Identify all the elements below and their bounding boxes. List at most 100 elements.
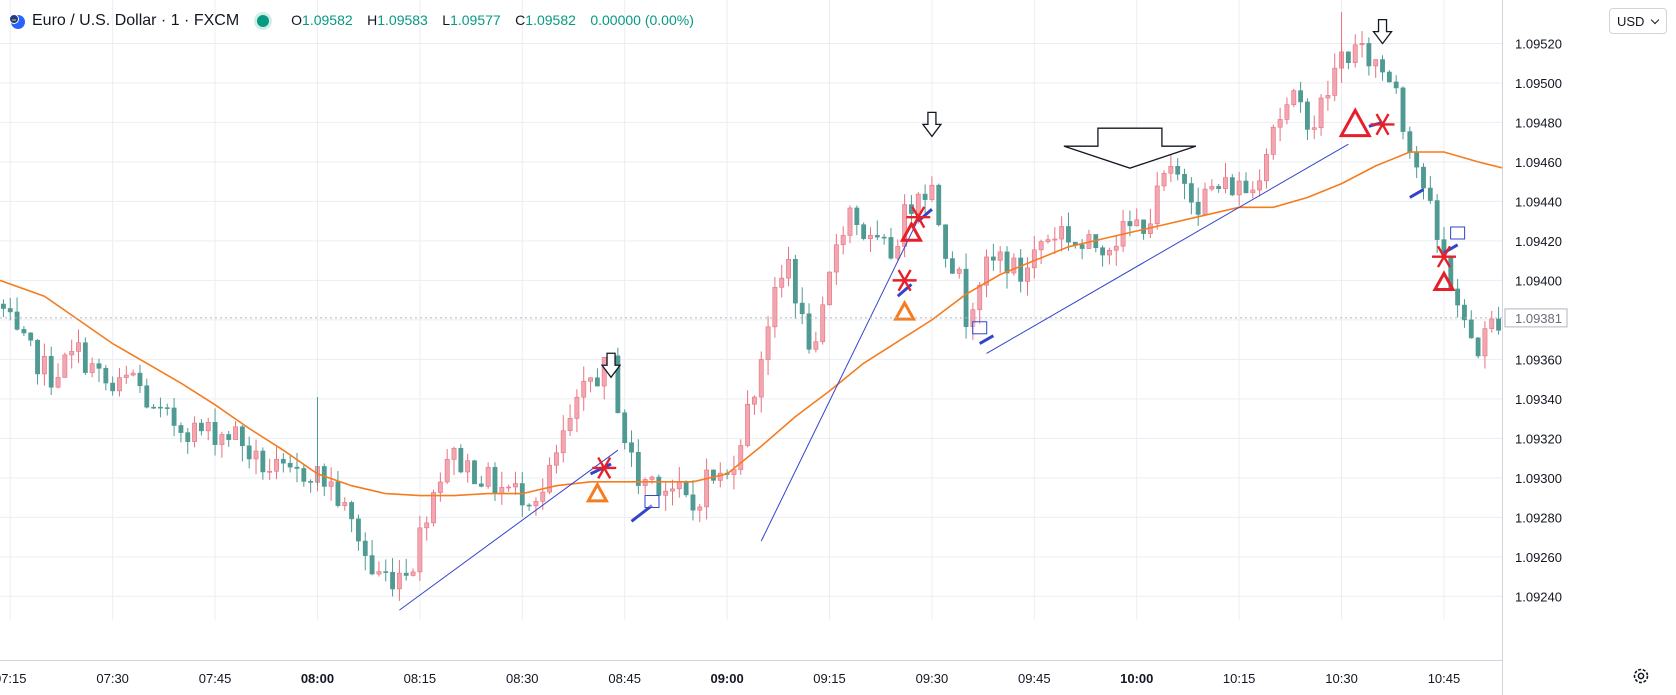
candle-body — [14, 311, 20, 330]
star-marker — [906, 206, 931, 229]
candle-body — [758, 359, 764, 398]
time-tick-label: 08:30 — [506, 671, 539, 686]
candle-body — [158, 406, 163, 409]
down-arrow-icon — [1372, 18, 1393, 45]
candle-body — [1489, 318, 1495, 329]
candle-body — [1141, 219, 1146, 234]
candlestick-series — [0, 11, 1502, 601]
chevron-down-icon — [1650, 15, 1660, 25]
candle-body — [465, 460, 471, 473]
candle-body — [485, 467, 491, 487]
candle-body — [506, 486, 512, 489]
candle-body — [833, 244, 839, 273]
candle-body — [799, 302, 805, 315]
candle-body — [444, 459, 450, 483]
candle-body — [472, 460, 477, 485]
candle-body — [390, 571, 395, 590]
price-tick-label: 1.09460 — [1515, 155, 1562, 170]
candle-body — [977, 284, 983, 311]
price-tick-label: 1.09440 — [1515, 194, 1562, 209]
candle-body — [1359, 43, 1365, 46]
candle-body — [356, 518, 361, 542]
candle-body — [1134, 219, 1140, 227]
candle-body — [731, 469, 737, 475]
candle-body — [588, 377, 593, 382]
triangle-marker — [1432, 270, 1456, 292]
time-tick-label: 07:45 — [199, 671, 232, 686]
candle-body — [458, 447, 464, 473]
candle-body — [1216, 186, 1222, 189]
candle-body — [1455, 288, 1461, 306]
time-tick-label: 09:00 — [710, 671, 743, 686]
candle-body — [533, 501, 539, 507]
candle-body — [1475, 337, 1481, 357]
star-stroke — [1375, 113, 1390, 136]
candle-body — [1325, 95, 1331, 99]
candle-body — [192, 422, 197, 442]
star-stroke — [597, 456, 612, 479]
candle-body — [874, 235, 880, 238]
candle-body — [1243, 180, 1249, 194]
currency-select[interactable]: USD — [1609, 8, 1667, 34]
price-axis: 1.09520 1.09500 1.09480 1.09460 1.09440 1.094… — [0, 0, 1568, 695]
candle-body — [745, 403, 751, 446]
candle-body — [635, 451, 641, 486]
candle-body — [949, 258, 955, 274]
candle-body — [1236, 180, 1242, 196]
price-tick-label: 1.09320 — [1515, 431, 1562, 446]
candle-body — [622, 412, 628, 444]
candle-body — [280, 458, 286, 464]
candle-body — [178, 425, 184, 433]
gear-icon[interactable] — [1631, 666, 1651, 686]
candle-body — [513, 483, 518, 488]
candle-body — [581, 380, 587, 398]
candle-body — [1414, 152, 1420, 168]
candle-body — [287, 462, 293, 468]
currency-value: USD — [1617, 13, 1645, 29]
candle-body — [1066, 226, 1071, 243]
price-tick-label: 1.09280 — [1515, 510, 1562, 525]
price-tick-label: 1.09400 — [1515, 273, 1562, 288]
time-tick-label: 10:15 — [1223, 671, 1256, 686]
candle-body — [246, 445, 252, 460]
candle-body — [349, 502, 355, 520]
candle-body — [547, 464, 553, 493]
down-arrow-icon — [600, 352, 622, 379]
candle-body — [431, 492, 436, 524]
candle-body — [792, 259, 798, 304]
candle-body — [1100, 247, 1106, 256]
time-axis: 07:15 07:30 07:45 08:00 08:15 08:30 08:45 09:00… — [0, 660, 1502, 686]
candle-body — [123, 374, 129, 378]
candle-body — [82, 342, 88, 373]
candle-body — [451, 447, 457, 460]
price-tick-label: 1.09300 — [1515, 471, 1562, 486]
last-price-box — [1504, 308, 1568, 328]
candle-body — [233, 426, 238, 440]
change-value: 0.00000 (0.00%) — [590, 12, 694, 28]
candle-body — [1195, 201, 1201, 215]
box-marker — [972, 321, 988, 335]
candle-body — [499, 487, 505, 494]
candle-body — [704, 469, 710, 508]
price-tick-label: 1.09240 — [1515, 589, 1562, 604]
star-marker — [1370, 113, 1395, 136]
candle-body — [103, 368, 109, 384]
time-tick-label: 08:00 — [301, 671, 334, 686]
candle-body — [1175, 165, 1181, 175]
candle-body — [895, 246, 901, 259]
down-arrow-icon — [921, 111, 943, 138]
candle-body — [1264, 154, 1269, 182]
eur-usd-logo-icon — [8, 12, 26, 30]
candle-body — [772, 286, 778, 328]
candle-body — [956, 268, 962, 274]
candle-body — [806, 313, 812, 350]
candle-body — [751, 396, 757, 405]
candle-body — [308, 481, 314, 483]
candle-body — [396, 572, 402, 590]
time-tick-label: 08:15 — [404, 671, 437, 686]
symbol-title[interactable]: Euro / U.S. Dollar · 1 · FXCM — [32, 12, 240, 29]
candle-body — [690, 494, 696, 511]
candle-body — [376, 571, 382, 575]
